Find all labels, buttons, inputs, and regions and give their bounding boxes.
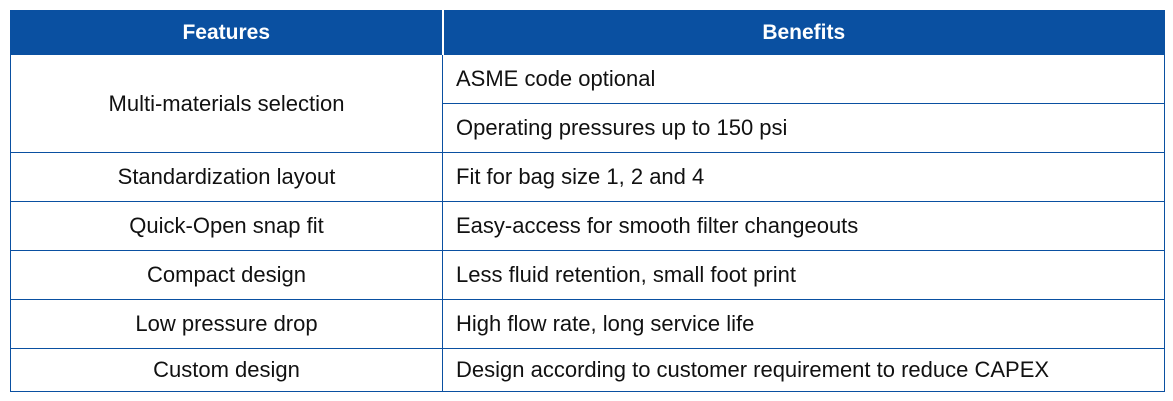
benefit-cell: High flow rate, long service life — [442, 299, 1165, 349]
benefit-cell: Operating pressures up to 150 psi — [442, 103, 1165, 153]
header-benefits: Benefits — [442, 10, 1165, 55]
table-header-row: Features Benefits — [10, 10, 1165, 55]
table-row: Custom design Design according to custom… — [10, 348, 1165, 392]
feature-cell: Compact design — [10, 250, 443, 300]
feature-cell: Standardization layout — [10, 152, 443, 202]
benefit-cell: Less fluid retention, small foot print — [442, 250, 1165, 300]
table-row: Multi-materials selection ASME code opti… — [10, 54, 1165, 153]
benefit-cell: ASME code optional — [442, 54, 1165, 104]
features-benefits-table-container: Features Benefits Multi-materials select… — [10, 10, 1165, 392]
table-row: Compact design Less fluid retention, sma… — [10, 250, 1165, 300]
table-row: Quick-Open snap fit Easy-access for smoo… — [10, 201, 1165, 251]
feature-cell: Custom design — [10, 348, 443, 392]
benefit-cell: Fit for bag size 1, 2 and 4 — [442, 152, 1165, 202]
table-row: Operating pressures up to 150 psi — [11, 103, 1165, 153]
feature-cell: Low pressure drop — [10, 299, 443, 349]
benefit-cell: Easy-access for smooth filter changeouts — [442, 201, 1165, 251]
feature-cell: Quick-Open snap fit — [10, 201, 443, 251]
features-benefits-table: Features Benefits Multi-materials select… — [10, 10, 1165, 392]
feature-cell: Multi-materials selection — [10, 54, 443, 153]
table-row: Standardization layout Fit for bag size … — [10, 152, 1165, 202]
table-row: Low pressure drop High flow rate, long s… — [10, 299, 1165, 349]
benefit-cell: Design according to customer requirement… — [442, 348, 1165, 392]
header-features: Features — [10, 10, 444, 55]
